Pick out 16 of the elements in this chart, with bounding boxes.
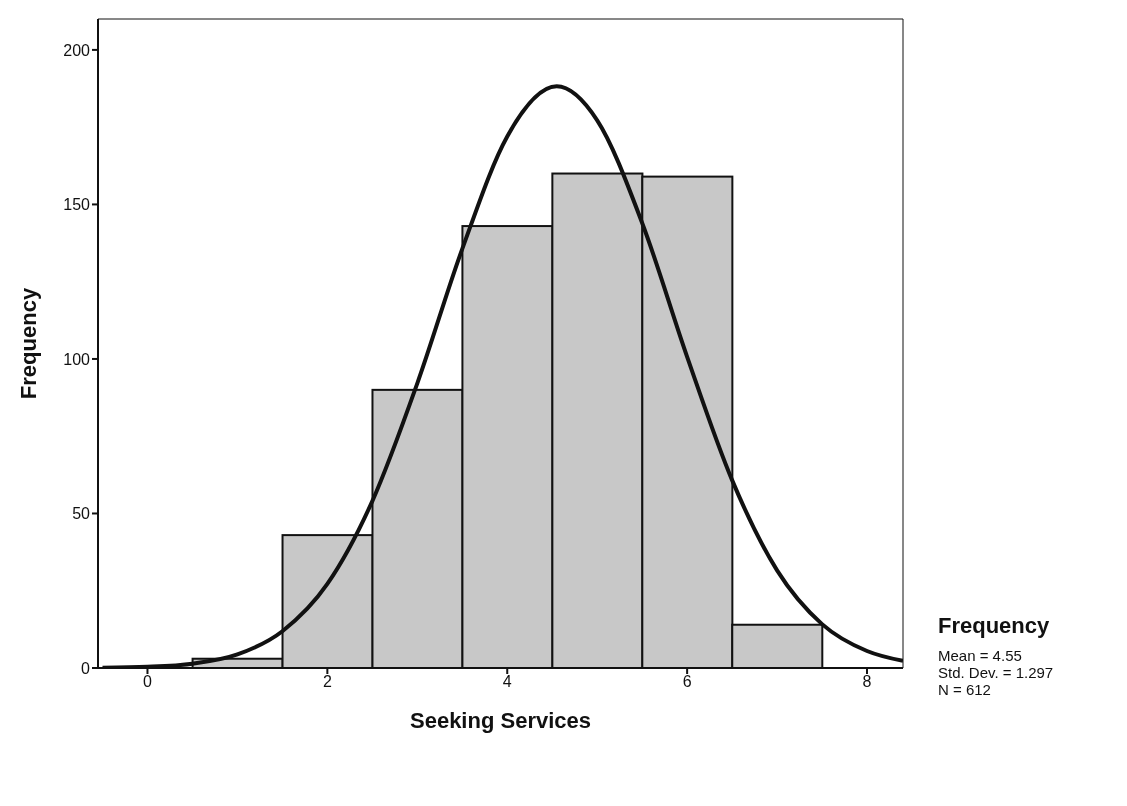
y-tick-label: 100: [63, 350, 91, 368]
text: Frequency: [938, 613, 1051, 639]
text: Mean = 4.55: [938, 647, 1023, 664]
text: N = 612: [938, 681, 992, 698]
y-tick-label: 0: [81, 659, 91, 677]
x-tick-label: 2: [322, 673, 332, 691]
x-tick-label: 0: [143, 673, 153, 691]
text: Std. Dev. = 1.297: [938, 664, 1054, 681]
x-tick-label: 8: [862, 673, 872, 691]
x-tick-label: 4: [502, 673, 512, 691]
y-tick-label: 50: [72, 505, 91, 523]
y-tick-label: 150: [63, 196, 91, 214]
y-axis-title: Frequency: [15, 287, 41, 400]
y-tick-label: 200: [63, 41, 91, 59]
x-tick-label: 6: [682, 673, 692, 691]
x-axis-title: Seeking Services: [409, 708, 592, 733]
